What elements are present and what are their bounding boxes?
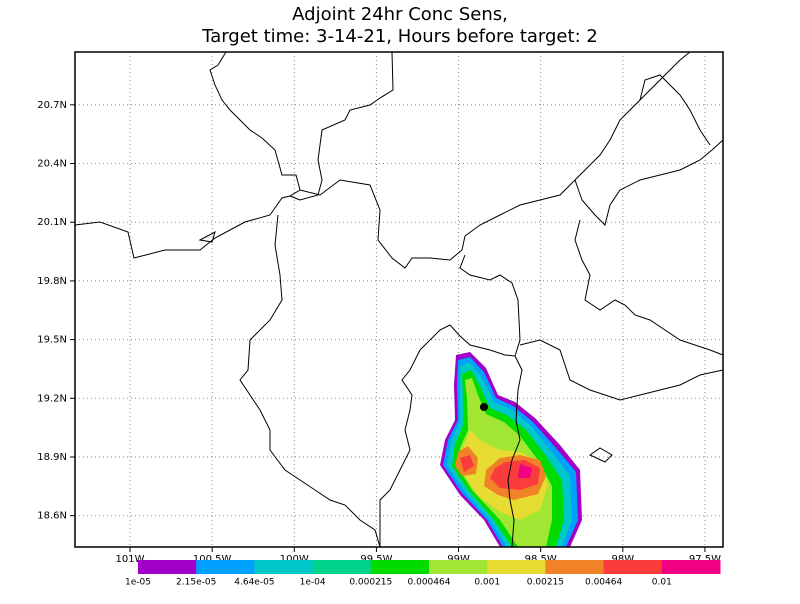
colorbar-label: 0.000215	[349, 578, 392, 588]
map-frame	[74, 51, 724, 548]
title-line: Adjoint 24hr Conc Sens,	[292, 4, 508, 25]
x-tick-label: 100W	[280, 554, 309, 565]
y-tick-label: 19.8N	[37, 276, 67, 287]
y-tick-label: 20.4N	[37, 159, 67, 170]
colorbar-label: 4.64e-05	[234, 578, 274, 588]
y-tick-label: 20.1N	[37, 217, 67, 228]
target-marker	[480, 403, 488, 411]
colorbar-label: 1e-04	[300, 578, 326, 588]
colorbar-label: 0.00464	[585, 578, 622, 588]
borders	[74, 51, 724, 548]
x-tick-label: 99W	[447, 554, 470, 565]
x-tick-label: 97.5W	[689, 554, 721, 565]
x-tick-label: 100.5W	[193, 554, 232, 565]
colorbar-box	[254, 560, 314, 574]
x-tick-label: 98.5W	[525, 554, 557, 565]
y-tick-label: 18.6N	[37, 511, 67, 522]
colorbar-label: 0.00215	[527, 578, 564, 588]
colorbar-box	[138, 560, 197, 574]
colorbar-box	[196, 560, 255, 574]
colorbar: 1e-05 2.15e-05 4.64e-05 1e-04 0.000215 0.0004…	[125, 560, 721, 588]
x-tick-label: 99.5W	[360, 554, 392, 565]
y-tick-label: 20.7N	[37, 100, 67, 111]
colorbar-box	[661, 560, 721, 574]
y-tick-label: 19.5N	[37, 335, 67, 346]
ticks: 20.7N 20.4N 20.1N 19.8N 19.5N 19.2N 18.9N 18.6N…	[37, 100, 721, 565]
y-tick-label: 19.2N	[37, 393, 67, 404]
colorbar-box	[545, 560, 605, 574]
title-line: Target time: 3-14-21, Hours before targe…	[201, 26, 598, 47]
colorbar-box	[487, 560, 546, 574]
colorbar-label: 0.000464	[408, 578, 451, 588]
colorbar-box	[370, 560, 430, 574]
colorbar-label: 0.01	[652, 578, 672, 588]
colorbar-label: 2.15e-05	[176, 578, 216, 588]
colorbar-label: 1e-05	[125, 578, 151, 588]
y-tick-label: 18.9N	[37, 452, 67, 463]
plume	[440, 352, 582, 547]
colorbar-box	[429, 560, 488, 574]
colorbar-box	[312, 560, 372, 574]
colorbar-box	[603, 560, 663, 574]
colorbar-label: 0.001	[474, 578, 500, 588]
x-tick-label: 98W	[611, 554, 634, 565]
x-tick-label: 101W	[116, 554, 145, 565]
